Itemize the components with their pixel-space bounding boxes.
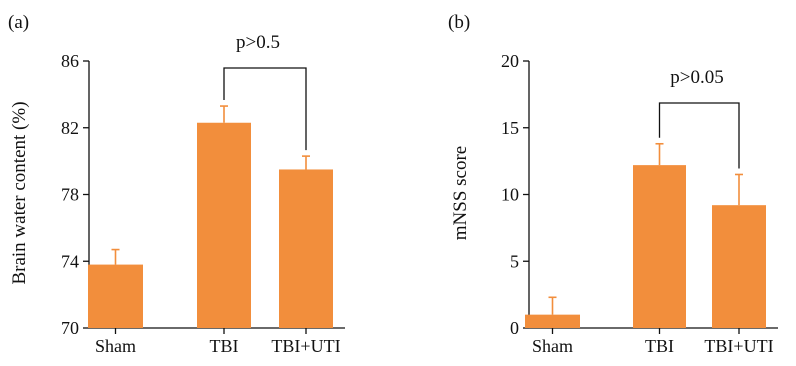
- x-tick-label: Sham: [95, 336, 136, 356]
- y-tick-label: 82: [61, 118, 79, 138]
- plot-area-b: 0 5 10 15 20 Sham TBI TBI+UTI p>0.05: [501, 51, 778, 356]
- plot-area-a: 70 74 78 82 86 Sham TBI TBI+UTI p>0.5: [61, 32, 345, 356]
- y-tick-label: 70: [61, 318, 79, 338]
- y-tick-label: 15: [501, 118, 519, 138]
- y-tick-label: 0: [510, 318, 519, 338]
- bar-tbi-uti: [712, 205, 766, 328]
- bar-sham: [88, 264, 143, 328]
- panel-label-b: (b): [448, 12, 470, 33]
- y-tick-label: 74: [61, 251, 79, 271]
- y-tick-label: 20: [501, 51, 519, 71]
- y-tick-label: 5: [510, 251, 519, 271]
- significance-bracket: [658, 102, 740, 169]
- x-tick-label: TBI: [645, 336, 674, 356]
- significance-bracket: [223, 67, 307, 151]
- x-tick-label: TBI: [210, 336, 239, 356]
- x-tick-label: TBI+UTI: [704, 336, 773, 356]
- panel-label-a: (a): [8, 12, 29, 33]
- bar-sham: [525, 314, 580, 328]
- y-tick-label: 78: [61, 185, 79, 205]
- x-tick-label: Sham: [532, 336, 573, 356]
- significance-label: p>0.05: [670, 67, 723, 88]
- y-tick-label: 86: [61, 51, 79, 71]
- bar-tbi: [633, 165, 686, 328]
- bar-tbi: [197, 122, 251, 329]
- y-tick-label: 10: [501, 185, 519, 205]
- significance-label: p>0.5: [236, 32, 280, 53]
- x-tick-label: TBI+UTI: [271, 336, 340, 356]
- y-axis-title-a: Brain water content (%): [9, 101, 30, 284]
- y-axis-title-b: mNSS score: [450, 146, 471, 240]
- bar-tbi-uti: [279, 169, 333, 328]
